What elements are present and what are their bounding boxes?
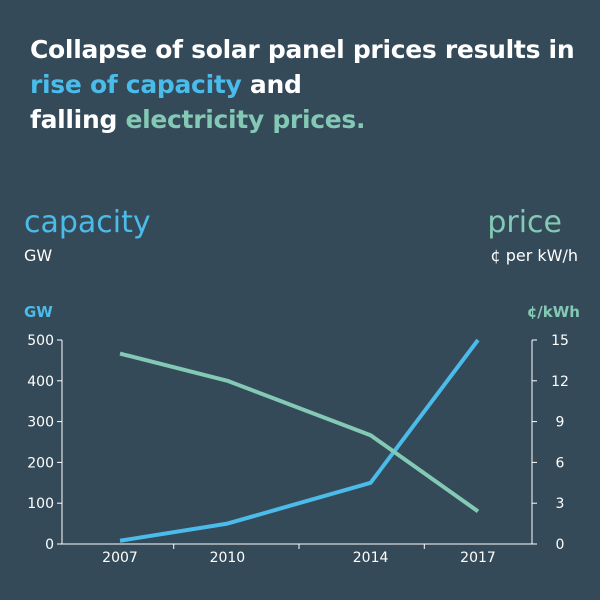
title-line-2: rise of capacity and: [30, 67, 590, 102]
right-tick-label-2: 6: [556, 455, 565, 471]
legend-price-name: price: [487, 205, 562, 240]
x-tick-label-3: 2017: [460, 550, 496, 566]
left-axis-unit: GW: [24, 303, 53, 321]
left-tick-label-2: 200: [27, 455, 54, 471]
series-line-capacity: [119, 338, 480, 543]
x-tick-label-2: 2014: [353, 550, 389, 566]
right-axis-unit: ¢/kWh: [526, 303, 580, 321]
right-tick-label-0: 0: [556, 537, 565, 553]
title-price-highlight: electricity prices.: [125, 105, 366, 134]
right-tick-label-4: 12: [551, 374, 569, 390]
left-tick-label-3: 300: [27, 415, 54, 431]
left-tick-label-4: 400: [27, 374, 54, 390]
x-tick-label-1: 2010: [210, 550, 246, 566]
right-tick-label-3: 9: [556, 415, 565, 431]
right-tick-label-1: 3: [556, 496, 565, 512]
title-capacity-highlight: rise of capacity: [30, 70, 242, 99]
left-tick-label-1: 100: [27, 496, 54, 512]
legend-capacity-name: capacity: [24, 205, 151, 240]
title-line-3-start: falling: [30, 105, 126, 134]
title-line-3: falling electricity prices.: [30, 102, 590, 137]
legend-capacity-unit: GW: [24, 246, 53, 265]
title-line-2-rest: and: [241, 70, 302, 99]
x-tick-label-0: 2007: [102, 550, 138, 566]
title-line-1: Collapse of solar panel prices results i…: [30, 35, 575, 64]
right-tick-label-5: 15: [551, 333, 569, 349]
series-line-price: [119, 351, 480, 513]
left-tick-label-0: 0: [45, 537, 54, 553]
left-tick-label-5: 500: [27, 333, 54, 349]
legend-price-unit: ¢ per kW/h: [490, 246, 578, 265]
chart-title: Collapse of solar panel prices results i…: [30, 32, 590, 137]
